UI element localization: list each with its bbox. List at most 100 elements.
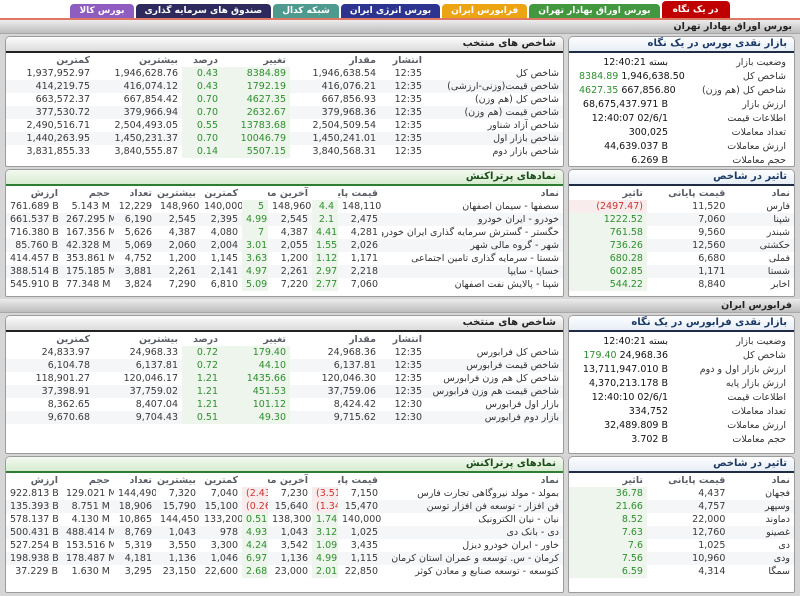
- value-text: 12:40:10 02/6/1: [591, 392, 668, 403]
- symbol-link[interactable]: وسپهر: [729, 500, 794, 513]
- value-cell: 2,395: [200, 213, 242, 226]
- value-cell: 179.40: [222, 346, 290, 359]
- tab[interactable]: شبکه کدال: [273, 4, 339, 18]
- symbol-link[interactable]: شاخص قیمت (هم وزن): [426, 106, 563, 119]
- symbol-link[interactable]: خاور - ایران خودرو دیزل: [462, 540, 559, 551]
- value-cell: 2,475: [338, 213, 382, 226]
- symbol-link[interactable]: فن افزار - توسعه فن افزار توسن: [382, 500, 563, 513]
- tab[interactable]: بورس اوراق بهادار تهران: [529, 4, 660, 18]
- symbol-link[interactable]: خودرو - ایران خودرو: [382, 213, 563, 226]
- symbol-link[interactable]: خساپا - سایپا: [382, 265, 563, 278]
- symbol-link[interactable]: بازار اول فرابورس: [485, 399, 559, 410]
- value-cell: 3,550: [168, 540, 196, 551]
- table-row: دماوند 22,000 8.52: [569, 513, 794, 526]
- symbol-link[interactable]: شستا: [729, 265, 794, 278]
- value-cell: 1,025: [698, 540, 726, 551]
- value-cell: 0.51: [242, 513, 268, 526]
- tab[interactable]: بورس کالا: [70, 4, 134, 18]
- value-cell: 6,810: [210, 279, 238, 290]
- value-cell: 3,295: [124, 566, 152, 577]
- panel-farabourse-glance: بازار نقدی فرابورس در یک نگاه وضعیت بازا…: [568, 315, 795, 454]
- value-cell: 4,080: [210, 227, 238, 238]
- value-cell: 2,490,516.71: [26, 120, 90, 131]
- panel-header-bourse-indices: شاخص های منتخب: [6, 37, 563, 53]
- symbol-link[interactable]: اخابر: [770, 279, 790, 290]
- value-cell: 12:35: [394, 373, 422, 384]
- symbol-link[interactable]: بمولد - مولد نیروگاهی تجارت فارس: [417, 488, 559, 499]
- value-cell: 527.254 B: [10, 540, 59, 551]
- symbol-link[interactable]: شاخص قیمت هم وزن فرابورس: [426, 385, 563, 398]
- symbol-link[interactable]: خگستر - گسترش سرمایه گذاری ایران خودرو: [382, 227, 559, 238]
- glance-label: ارزش بازار: [742, 99, 786, 110]
- tab[interactable]: در یک نگاه: [661, 1, 730, 18]
- column-header: نماد: [540, 475, 559, 486]
- value-cell: 7: [242, 226, 268, 239]
- symbol-link[interactable]: شاخص بازار دوم: [492, 146, 559, 157]
- value-cell: 6,680: [698, 253, 726, 264]
- value-cell: 3,542: [280, 540, 308, 551]
- symbol-link[interactable]: شاخص بازار اول: [426, 132, 563, 145]
- symbol-link[interactable]: شاخص کل (هم وزن): [474, 94, 559, 105]
- symbol-link[interactable]: فارس: [766, 201, 790, 212]
- tab[interactable]: صندوق های سرمایه گذاری: [135, 4, 272, 18]
- value-cell: 23,000: [274, 566, 308, 577]
- symbol-link[interactable]: شاخص آزاد شناور: [487, 120, 559, 131]
- column-header: تعداد: [129, 475, 152, 486]
- table-row: حکشتی 12,560 736.26: [569, 239, 794, 252]
- table-row: شاخص قیمت (هم وزن) 12:35 379,968.36 2632.67…: [6, 106, 563, 119]
- column-header: کمترین: [204, 188, 238, 199]
- symbol-link[interactable]: شستا - سرمایه گذاری تامین اجتماعی: [411, 253, 559, 264]
- tab[interactable]: بورس انرژی ایران: [340, 4, 441, 18]
- value-cell: 178.487 M: [62, 552, 114, 565]
- value-cell: 1,440,263.95: [6, 132, 94, 145]
- symbol-link[interactable]: شپنا: [729, 213, 794, 226]
- symbol-link[interactable]: حکشتی: [729, 239, 794, 252]
- symbol-link[interactable]: شاخص کل فرابورس: [476, 347, 559, 358]
- table-row: غصینو 12,760 7.63: [569, 526, 794, 539]
- value-cell: 2,218: [338, 265, 382, 278]
- symbol-link[interactable]: کتوسعه - توسعه صنایع و معادن کوثر: [415, 566, 559, 577]
- panel-header-farabourse-indices: شاخص های منتخب: [6, 316, 563, 332]
- table-row: اخابر 8,840 544.22: [569, 278, 794, 291]
- symbol-link[interactable]: شاخص قیمت(وزنی-ارزشی): [426, 80, 563, 93]
- symbol-link[interactable]: دی - بانک دی: [382, 526, 563, 539]
- symbol-link[interactable]: فملی: [768, 253, 790, 264]
- table-row: خودرو - ایران خودرو 2,475 2.1 2,545 4.99 2,39…: [6, 213, 563, 226]
- value-cell: 1,450,231.37: [94, 132, 182, 145]
- value-cell: 414,219.75: [6, 80, 94, 93]
- value-cell: 7,150: [350, 488, 378, 499]
- value-cell: 663,572.37: [35, 94, 90, 105]
- column-header: انتشار: [392, 55, 422, 66]
- value-cell: 42.328 M: [62, 239, 114, 252]
- table-row: شاخص بازار دوم 12:35 3,840,568.31 5507.15 0.…: [6, 145, 563, 158]
- symbol-link[interactable]: شاخص قیمت فرابورس: [426, 359, 563, 372]
- symbol-link[interactable]: ودی: [729, 552, 794, 565]
- symbol-link[interactable]: فجهان: [765, 488, 790, 499]
- symbol-link[interactable]: کرمان - س. توسعه و عمران استان کرمان: [382, 552, 563, 565]
- value-cell: 9,704.43: [94, 411, 182, 424]
- column-header: بیشترین: [156, 475, 196, 486]
- value-cell: 13783.68: [222, 119, 290, 132]
- glance-label: حجم معاملات: [732, 434, 786, 445]
- value-cell: 0.43: [182, 67, 222, 80]
- symbol-link[interactable]: سمگا: [768, 566, 790, 577]
- glance-value: 12:40:07 02/6/1: [573, 112, 694, 126]
- farabourse-active-table: نماد قیمت پایانی آخرین معامله کمترین بیشترین…: [6, 474, 563, 578]
- symbol-link[interactable]: شاخص کل هم وزن فرابورس: [443, 373, 559, 384]
- glance-value: 68,675,437.971 B: [573, 98, 694, 112]
- symbol-link[interactable]: شهر - گروه مالی شهر: [382, 239, 563, 252]
- glance-label: تعداد معاملات: [731, 406, 786, 417]
- value-cell: 3.12: [312, 526, 338, 539]
- value-cell: 6.59: [569, 565, 647, 578]
- symbol-link[interactable]: بازار دوم فرابورس: [426, 411, 563, 424]
- symbol-link[interactable]: دماوند: [765, 514, 790, 525]
- symbol-link[interactable]: سصفها - سیمان اصفهان: [462, 201, 559, 212]
- symbol-link[interactable]: دی: [778, 540, 790, 551]
- symbol-link[interactable]: شپنا - پالایش نفت اصفهان: [454, 279, 559, 290]
- symbol-link[interactable]: شاخص کل: [515, 68, 559, 79]
- value-cell: 8,362.65: [47, 399, 90, 410]
- symbol-link[interactable]: غصینو: [729, 526, 794, 539]
- symbol-link[interactable]: نیان - نیان الکترونیک: [478, 514, 559, 525]
- symbol-link[interactable]: شبندر: [766, 227, 790, 238]
- tab[interactable]: فرابورس ایران: [442, 4, 528, 18]
